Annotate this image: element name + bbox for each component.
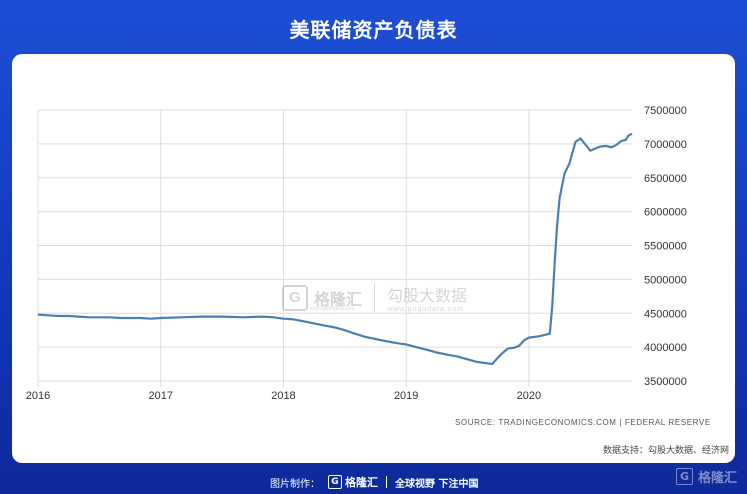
y-axis: 3500000 4000000 4500000 5000000 5500000 60000…: [644, 105, 687, 388]
x-tick-label: 2019: [394, 390, 418, 402]
footer-divider: [386, 476, 387, 488]
watermark-right: 勾股大数据 www.gogudata.com: [387, 282, 467, 313]
x-tick-label: 2018: [271, 390, 295, 402]
y-tick-label: 4500000: [644, 308, 687, 320]
x-tick-label: 2017: [148, 390, 172, 402]
x-tick-label: 2016: [26, 390, 50, 402]
watermark-logo-icon: G: [282, 284, 308, 311]
watermark-divider: [374, 283, 376, 312]
footer-center: 图片制作： G 格隆汇 全球视野 下注中国: [270, 474, 478, 490]
source-label: SOURCE: TRADINGECONOMICS.COM | FEDERAL R…: [455, 418, 711, 427]
y-tick-label: 5500000: [644, 241, 687, 253]
y-tick-label: 6000000: [644, 207, 687, 219]
x-axis: 2016 2017 2018 2019 2020: [26, 390, 541, 402]
y-tick-label: 6500000: [644, 173, 687, 185]
y-tick-label: 3500000: [644, 376, 687, 388]
chart-title: 美联储资产负债表: [289, 18, 458, 42]
line-chart: 2016 2017 2018 2019 2020 3500000 4000000 45000…: [26, 105, 711, 427]
footer-logo-icon: G: [328, 475, 342, 489]
corner-brand-name: 格隆汇: [697, 471, 737, 486]
y-tick-label: 5000000: [644, 274, 687, 286]
footer: 图片制作： G 格隆汇 全球视野 下注中国: [0, 467, 747, 494]
watermark-brand-url: www.gelonghui.com: [310, 306, 355, 312]
watermark-brand2-url: www.gogudata.com: [387, 306, 465, 313]
chart-card: 2016 2017 2018 2019 2020 3500000 4000000 45000…: [12, 54, 735, 463]
y-tick-label: 7000000: [644, 139, 687, 151]
series-line: [37, 132, 633, 366]
data-credit: 数据支持：勾股大数据、经济网: [602, 446, 729, 456]
watermark: G 格隆汇 www.gelonghui.com 勾股大数据 www.goguda…: [282, 282, 467, 313]
footer-slogan: 全球视野 下注中国: [395, 478, 479, 490]
footer-brand: 格隆汇: [345, 476, 378, 489]
watermark-brand2: 勾股大数据: [387, 286, 468, 305]
corner-brand: G 格隆汇: [675, 467, 737, 486]
chart-grid: [37, 109, 632, 387]
y-tick-label: 7500000: [644, 105, 687, 117]
y-tick-label: 4000000: [644, 342, 687, 354]
x-tick-label: 2020: [517, 390, 541, 402]
watermark-brand: 格隆汇: [314, 289, 363, 309]
corner-logo-icon: G: [675, 468, 693, 485]
footer-made-by: 图片制作：: [270, 478, 320, 490]
